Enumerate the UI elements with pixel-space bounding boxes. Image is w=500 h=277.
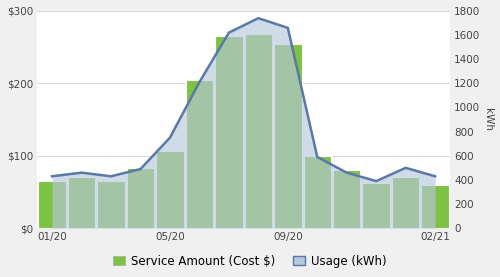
Bar bbox=[68, 178, 96, 228]
Bar bbox=[304, 156, 331, 228]
Bar bbox=[333, 170, 360, 228]
Bar bbox=[244, 34, 272, 228]
Bar bbox=[186, 80, 213, 228]
Bar bbox=[422, 185, 449, 228]
Bar bbox=[215, 36, 242, 228]
Y-axis label: kWh: kWh bbox=[483, 108, 493, 131]
Bar bbox=[362, 183, 390, 228]
Bar bbox=[392, 178, 419, 228]
Bar bbox=[127, 168, 154, 228]
Bar bbox=[156, 151, 184, 228]
Legend: Service Amount (Cost $), Usage (kWh): Service Amount (Cost $), Usage (kWh) bbox=[110, 251, 390, 271]
Bar bbox=[98, 181, 124, 228]
Bar bbox=[38, 181, 66, 228]
Bar bbox=[274, 43, 301, 228]
